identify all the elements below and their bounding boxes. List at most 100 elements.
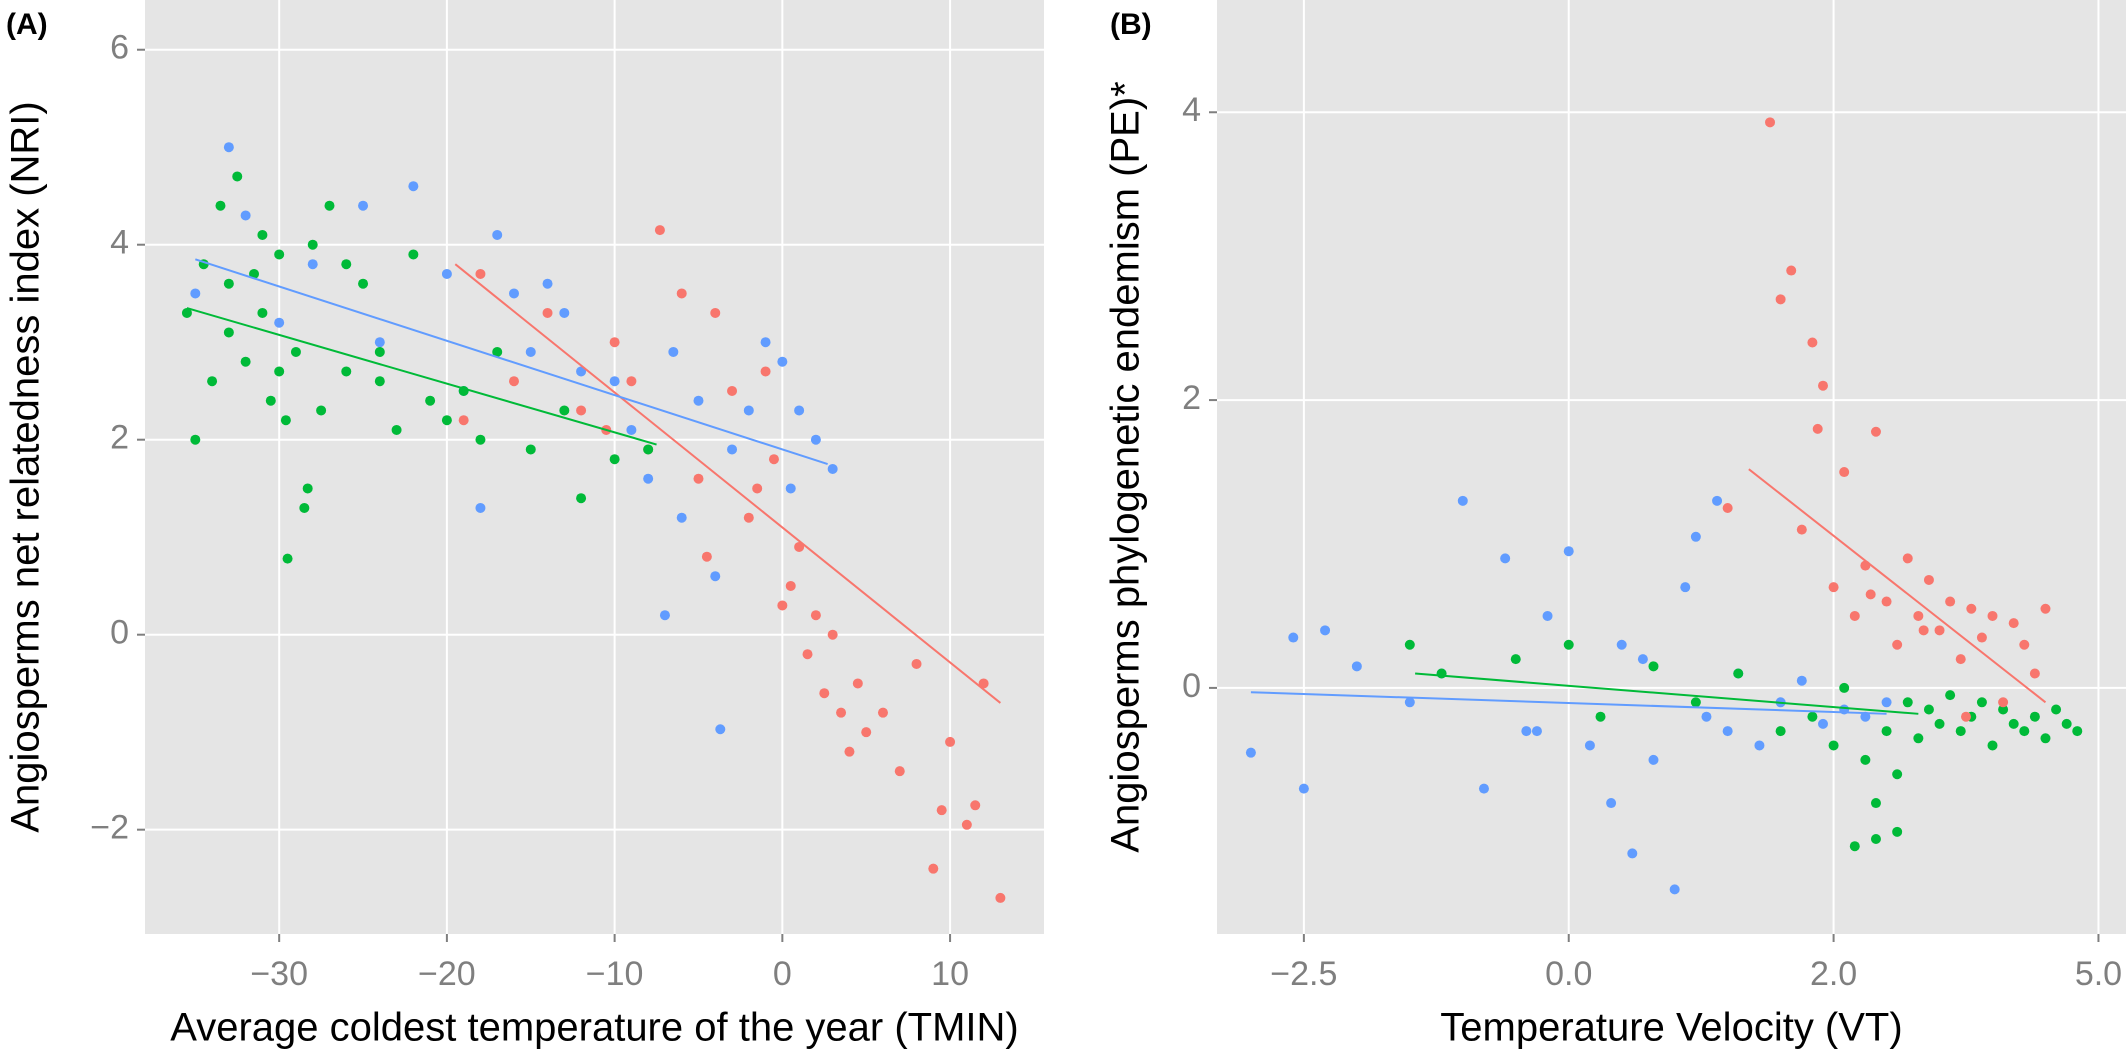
point [1669,884,1680,895]
point [760,366,771,377]
point [701,551,712,562]
trend-line [186,307,657,446]
point [1648,754,1659,765]
point [1918,625,1929,636]
point [1892,769,1903,780]
trend-line [454,263,1002,704]
point [1775,726,1786,737]
point [508,376,519,387]
point [374,376,385,387]
y-tick-label: 0 [1182,667,1201,705]
point [341,366,352,377]
point [1320,625,1331,636]
point [1902,697,1913,708]
point [1923,574,1934,585]
point [970,800,981,811]
point [1404,639,1415,650]
point [425,395,436,406]
point [2029,668,2040,679]
point [1563,546,1574,557]
point [576,493,587,504]
point [777,356,788,367]
point [710,307,721,318]
point [274,366,285,377]
trend-line [1748,468,2047,704]
point [282,553,293,564]
point [1818,718,1828,729]
point [777,600,788,611]
point [978,678,989,689]
panel-label: (A) [6,8,48,41]
point [2051,704,2062,715]
point [240,210,251,221]
point [1765,117,1776,128]
x-tick-label: 10 [931,955,969,993]
point [290,346,301,357]
point [1839,467,1850,478]
point [1288,632,1299,643]
point [936,805,947,816]
y-axis-title: Angiosperms phylogenetic endemism (PE)* [1104,81,1148,852]
point [1786,265,1797,276]
x-tick-label: 2.0 [1810,955,1857,993]
trend-line [1250,691,1887,715]
x-tick-label: −30 [250,955,308,993]
point [223,142,234,153]
x-tick-label: 0 [773,955,792,993]
point [576,405,587,416]
point [492,229,503,240]
point [223,278,234,289]
point [475,434,486,445]
x-axis-title: Temperature Velocity (VT) [1440,1006,1902,1050]
y-tick-label: 4 [110,224,129,262]
point [609,337,620,348]
point [2061,718,2072,729]
point [475,502,486,513]
point [1807,337,1818,348]
point [2008,618,2019,629]
point [1966,603,1977,614]
point [727,385,738,396]
point [1870,834,1881,845]
point [1298,783,1309,794]
point [676,512,687,523]
point [1457,495,1468,506]
point [643,473,654,484]
point [1913,610,1924,621]
point [1860,754,1871,765]
point [693,473,704,484]
point [1690,531,1701,542]
point [215,200,226,211]
point [1351,661,1362,672]
x-tick-label: 0.0 [1545,955,1592,993]
point [458,415,469,426]
point [207,376,218,387]
point [307,239,318,250]
point [626,376,637,387]
point [794,405,805,416]
point [190,434,201,445]
point [1807,711,1818,722]
point [508,288,519,299]
point [2019,639,2030,650]
point [852,678,863,689]
point [668,346,679,357]
point [274,317,285,328]
point [1881,726,1892,737]
point [1754,740,1765,751]
point [1881,697,1892,708]
point [232,171,243,182]
point [525,346,536,357]
point [693,395,704,406]
point [408,249,419,260]
point [643,444,654,455]
plot-background [1217,0,2126,934]
point [659,610,670,621]
point [475,268,486,279]
point [626,424,637,435]
point [280,415,291,426]
point [928,863,939,874]
point [374,337,385,348]
point [1563,639,1574,650]
